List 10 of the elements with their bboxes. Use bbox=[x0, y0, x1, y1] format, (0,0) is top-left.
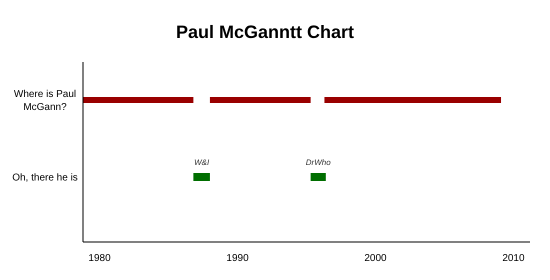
x-tick-label: 1980 bbox=[88, 253, 112, 264]
annotation: DrWho bbox=[306, 158, 332, 167]
x-tick-label: 2000 bbox=[364, 253, 388, 264]
x-tick-label: 2010 bbox=[502, 253, 526, 264]
y-tick-label: Oh, there he is bbox=[12, 172, 78, 184]
bar bbox=[324, 97, 502, 103]
annotation: W&I bbox=[194, 158, 210, 167]
y-tick-label: Where is Paul McGann? bbox=[14, 89, 76, 113]
chart-title: Paul McGanntt Chart bbox=[176, 22, 354, 42]
x-tick-label: 1990 bbox=[226, 253, 250, 264]
